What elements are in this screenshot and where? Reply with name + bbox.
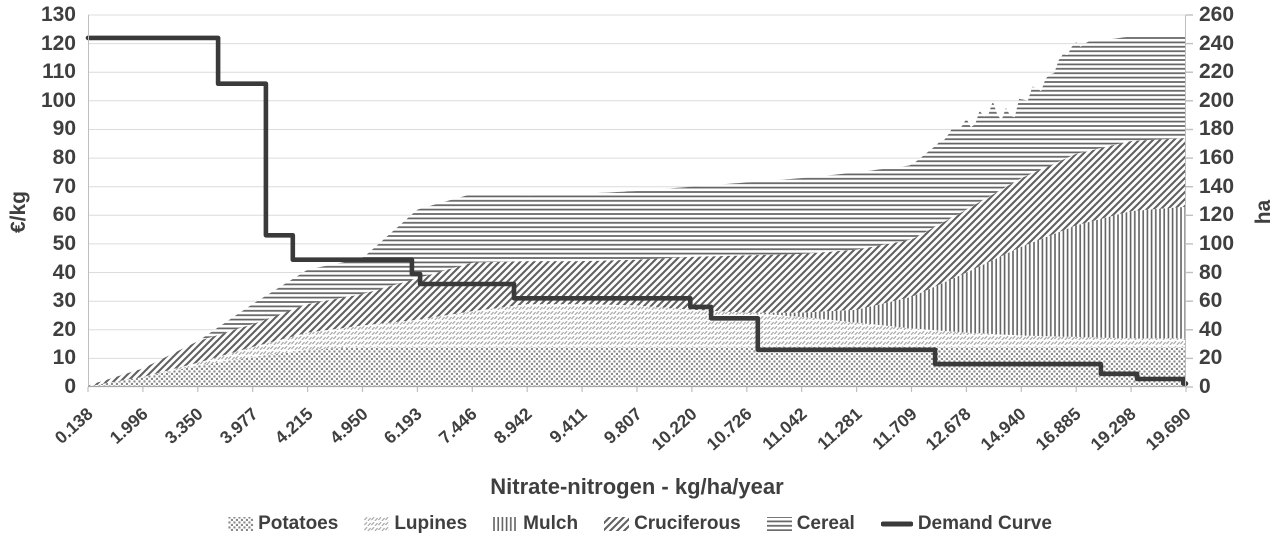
x-axis-tick-label: 0.138 (50, 403, 97, 448)
area-cereal (88, 35, 1186, 386)
x-axis-tick-label: 11.281 (812, 403, 866, 454)
x-axis-tick-label: 11.042 (757, 403, 811, 454)
x-axis-tick-label: 9.807 (599, 403, 646, 448)
left-axis-tick-label: 110 (42, 60, 76, 84)
legend-swatch-vertical-lines (493, 517, 519, 531)
legend-label: Demand Curve (917, 513, 1052, 534)
x-axis-tick-label: 3.977 (215, 403, 262, 448)
left-axis-tick-label: 60 (52, 203, 76, 227)
legend-label: Lupines (394, 513, 468, 534)
legend-item-lupines: Lupines (364, 513, 467, 535)
legend-swatch-crosshatch (364, 517, 390, 531)
x-axis-tick-label: 8.942 (489, 403, 536, 448)
legend-item-cruciferous: Cruciferous (604, 513, 741, 535)
left-axis-tick-label: 30 (52, 289, 76, 313)
left-axis-title: €/kg (7, 190, 30, 234)
legend-swatch-diagonal-lines (604, 517, 630, 531)
x-axis-tick-label: 10.220 (647, 403, 701, 455)
right-axis-tick-label: 40 (1199, 317, 1223, 341)
left-axis-tick-label: 40 (52, 260, 76, 284)
x-axis-tick-label: 3.350 (160, 403, 207, 448)
left-axis-tick-label: 0 (64, 375, 76, 398)
right-axis-tick-label: 200 (1199, 88, 1235, 112)
left-axis-tick-label: 20 (52, 317, 76, 341)
right-axis-tick-label: 60 (1199, 289, 1223, 313)
demand-curve-line (85, 35, 1189, 386)
legend-swatch-horizontal-lines (766, 517, 792, 531)
x-axis-tick-label: 4.950 (325, 403, 372, 448)
right-axis-tick-label: 80 (1199, 260, 1223, 284)
right-axis-tick-label: 100 (1199, 231, 1235, 255)
legend-item-potatoes: Potatoes (228, 513, 338, 535)
legend-swatch-dots (228, 517, 254, 531)
left-axis-tick-label: 90 (52, 117, 76, 141)
right-axis-tick-label: 180 (1199, 117, 1235, 141)
right-axis-tick-label: 140 (1199, 174, 1235, 198)
legend-label: Cruciferous (634, 513, 741, 534)
legend-item-demand-curve: Demand Curve (880, 513, 1052, 535)
right-axis-tick-label: 20 (1199, 346, 1223, 370)
left-axis-tick-label: 10 (52, 346, 76, 370)
area-mulch (88, 206, 1186, 387)
x-axis-tick-label: 9.411 (545, 403, 591, 448)
left-axis-tick-label: 80 (52, 146, 76, 170)
area-lupines (88, 304, 1186, 387)
legend-label: Mulch (523, 513, 579, 534)
area-potatoes (88, 346, 1186, 387)
legend-swatch-line (880, 521, 913, 527)
left-axis-tick-label: 70 (52, 174, 76, 198)
x-axis-tick-label: 19.690 (1141, 403, 1195, 455)
x-axis-title: Nitrate-nitrogen - kg/ha/year (490, 474, 784, 499)
legend: Potatoes Lupines Mulch Cruciferous Cerea… (0, 513, 1280, 535)
x-axis-tick-label: 1.996 (105, 403, 152, 448)
left-axis-tick-label: 50 (52, 231, 76, 255)
plot-area (85, 14, 1193, 392)
right-axis-tick-label: 0 (1199, 375, 1211, 398)
x-axis-tick-label: 7.446 (435, 403, 481, 448)
x-axis-tick-label: 16.885 (1031, 403, 1085, 455)
right-axis-tick-label: 160 (1199, 146, 1235, 170)
legend-item-mulch: Mulch (493, 513, 578, 535)
legend-label: Cereal (796, 513, 855, 534)
right-axis-tick-label: 220 (1199, 60, 1235, 84)
legend-item-cereal: Cereal (766, 513, 855, 535)
x-axis-tick-label: 14.940 (976, 403, 1030, 455)
right-axis-tick-label: 260 (1199, 3, 1235, 26)
x-axis-tick-label: 11.709 (867, 403, 921, 454)
x-axis-tick-label: 19.298 (1086, 403, 1140, 455)
x-axis-tick-label: 10.726 (702, 403, 756, 455)
area-cruciferous (88, 138, 1186, 387)
right-axis-title: ha (1252, 199, 1275, 225)
left-axis-tick-label: 130 (40, 3, 76, 26)
axis-lines (87, 14, 1193, 392)
x-axis-tick-label: 6.193 (380, 403, 427, 448)
left-axis-tick-label: 100 (40, 88, 76, 112)
x-axis-tick-label: 12.678 (921, 403, 976, 455)
right-axis-tick-label: 120 (1199, 203, 1235, 227)
legend-label: Potatoes (258, 513, 339, 534)
right-axis-tick-label: 240 (1199, 31, 1235, 55)
x-axis-tick-label: 4.215 (270, 403, 317, 448)
left-axis-tick-label: 120 (40, 31, 76, 55)
